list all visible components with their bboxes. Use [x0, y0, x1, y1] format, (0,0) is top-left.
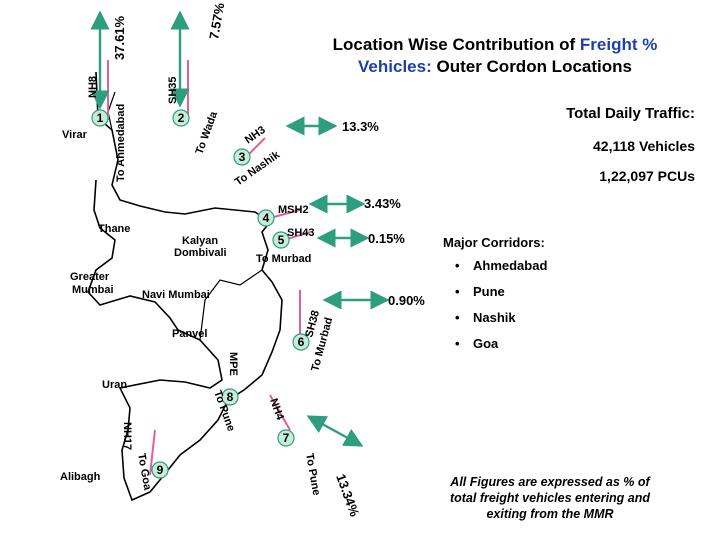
- footnote: All Figures are expressed as % of total …: [420, 474, 680, 522]
- place-alibagh: Alibagh: [60, 471, 101, 483]
- pct-nh3: 13.3%: [342, 119, 379, 134]
- svg-text:1: 1: [97, 111, 104, 125]
- pct-msh2: 3.43%: [364, 196, 401, 211]
- road-nh4: [269, 394, 291, 431]
- label-msh2: MSH2: [278, 204, 309, 216]
- label-to-pune-2: To Pune: [303, 452, 322, 496]
- corridor-item: Pune: [455, 284, 643, 310]
- road-labels: NH8 To Ahmedabad SH35 To Wada NH3 To Nas…: [87, 76, 335, 496]
- label-sh35: SH35: [167, 76, 179, 104]
- place-uran: Uran: [102, 379, 127, 391]
- road-nh17: [149, 429, 156, 476]
- place-thane: Thane: [98, 223, 130, 235]
- mmr-boundary: [87, 71, 283, 502]
- pct-sh35: 7.57%: [206, 1, 227, 40]
- traffic-heading: Total Daily Traffic:: [566, 105, 695, 122]
- place-navi-mumbai: Navi Mumbai: [142, 289, 210, 301]
- road-msh2: [269, 209, 301, 219]
- footnote-line-3: exiting from the MMR: [486, 507, 614, 521]
- footnote-line-2: total freight vehicles entering and: [449, 491, 651, 505]
- marker-9: 9: [151, 461, 169, 479]
- marker-4: 4: [257, 209, 275, 227]
- svg-text:4: 4: [263, 211, 270, 225]
- place-panvel: Panvel: [172, 328, 207, 340]
- svg-text:3: 3: [239, 150, 246, 164]
- svg-text:2: 2: [178, 111, 185, 125]
- title-accent-1: Freight %: [579, 35, 658, 54]
- pct-sh43: 0.15%: [368, 231, 405, 246]
- label-to-goa: To Goa: [135, 452, 153, 491]
- label-to-wada: To Wada: [194, 109, 221, 156]
- marker-5: 5: [272, 231, 290, 249]
- svg-text:7: 7: [283, 431, 290, 445]
- coast-line: [107, 91, 263, 341]
- marker-2: 2: [172, 109, 190, 127]
- pct-nh4: 13.34%: [333, 472, 362, 519]
- place-kalyan: Kalyan: [182, 235, 218, 247]
- corridor-item: Goa: [455, 336, 643, 362]
- diagram-title: Location Wise Contribution of Freight % …: [295, 34, 695, 78]
- pct-sh38: 0.90%: [388, 293, 425, 308]
- place-greater: Greater: [70, 271, 110, 283]
- marker-1: 1: [91, 109, 109, 127]
- svg-text:6: 6: [298, 335, 305, 349]
- location-markers: 1 2 3 4 5 6 7 8 9: [91, 109, 310, 479]
- corridor-item: Ahmedabad: [455, 258, 643, 284]
- pct-nh8: 37.61%: [112, 15, 127, 60]
- title-text-2: Outer Cordon Locations: [436, 57, 632, 76]
- svg-text:8: 8: [227, 390, 234, 404]
- traffic-vehicles: 42,118 Vehicles: [593, 138, 695, 154]
- marker-3: 3: [233, 148, 251, 166]
- corridor-item: Nashik: [455, 310, 643, 336]
- title-accent-2: Vehicles:: [358, 57, 437, 76]
- place-virar: Virar: [62, 129, 88, 141]
- label-to-ahmedabad: To Ahmedabad: [115, 104, 127, 182]
- label-nh8: NH8: [87, 76, 99, 98]
- traffic-pcus: 1,22,097 PCUs: [599, 168, 695, 184]
- label-nh3: NH3: [243, 124, 268, 146]
- major-corridors: Major Corridors: Ahmedabad Pune Nashik G…: [443, 235, 643, 362]
- place-mumbai: Mumbai: [72, 284, 114, 296]
- traffic-summary: Total Daily Traffic: 42,118 Vehicles 1,2…: [480, 105, 695, 184]
- corridors-list: Ahmedabad Pune Nashik Goa: [443, 258, 643, 362]
- place-labels: Virar Thane Kalyan Dombivali Greater Mum…: [60, 129, 227, 483]
- place-dombivali: Dombivali: [174, 247, 227, 259]
- marker-8: 8: [221, 388, 239, 406]
- corridors-heading: Major Corridors:: [443, 235, 545, 250]
- svg-text:9: 9: [157, 463, 164, 477]
- footnote-line-1: All Figures are expressed as % of: [450, 475, 650, 489]
- marker-7: 7: [277, 429, 295, 447]
- label-nh17: NH17: [121, 422, 133, 450]
- label-mpe: MPE: [227, 352, 239, 376]
- label-to-murbad-1: To Murbad: [256, 253, 311, 265]
- arrow-nh4: [306, 415, 364, 447]
- title-text-1: Location Wise Contribution of: [332, 35, 580, 54]
- label-sh43: SH43: [287, 227, 315, 239]
- flow-arrows: [90, 10, 390, 447]
- svg-text:5: 5: [278, 233, 285, 247]
- marker-6: 6: [292, 333, 310, 351]
